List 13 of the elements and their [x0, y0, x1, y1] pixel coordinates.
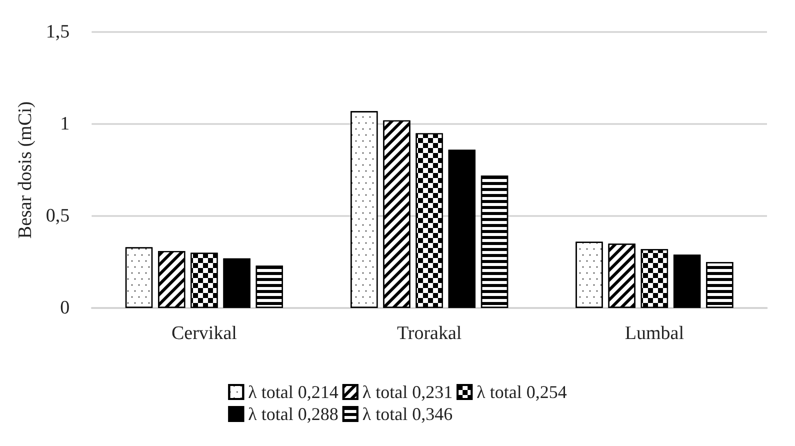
- legend-label: λ total 0,231: [362, 382, 453, 402]
- y-tick-label: 1,5: [46, 22, 70, 42]
- x-tick-label: Trorakal: [396, 323, 462, 344]
- x-tick-label: Lumbal: [624, 323, 684, 344]
- legend-label: λ total 0,288: [248, 404, 338, 424]
- y-tick-label: 0: [60, 298, 70, 318]
- legend-label: λ total 0,346: [362, 404, 453, 424]
- y-tick-label: 0,5: [46, 206, 70, 226]
- x-tick-label: Cervikal: [171, 323, 237, 344]
- legend-label: λ total 0,214: [248, 382, 338, 402]
- legend-label: λ total 0,254: [476, 382, 567, 402]
- y-tick-label: 1: [60, 114, 70, 134]
- y-axis-title: Besar dosis (mCi): [15, 101, 36, 239]
